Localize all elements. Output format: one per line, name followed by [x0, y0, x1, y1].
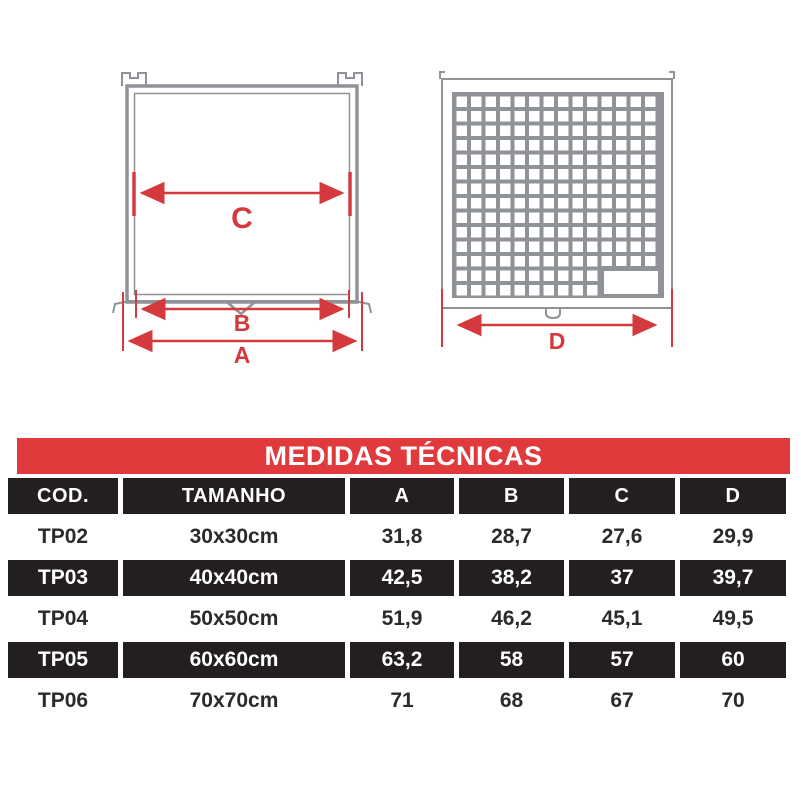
row-tp03-cod: TP03	[8, 560, 118, 596]
row-tp05-cod: TP05	[8, 642, 118, 678]
row-tp04-c: 45,1	[601, 607, 643, 630]
dimension-c: C	[132, 172, 352, 235]
dimension-d: D	[441, 289, 673, 354]
row-tp05-c: 57	[569, 642, 675, 678]
row-tp04-b: 46,2	[491, 607, 532, 630]
row-tp04-a: 51,9	[381, 607, 423, 630]
row-tp04-tamanho: 50x50cm	[189, 607, 279, 630]
row-tp02-c: 27,6	[601, 525, 643, 548]
grate-name-plate	[604, 271, 658, 294]
grate-holes	[456, 96, 660, 296]
technical-drawings: C B A	[112, 71, 675, 368]
grate-corner-tick-left	[439, 71, 445, 79]
dimension-a-label: A	[234, 342, 251, 368]
grate-outer-frame	[441, 78, 673, 309]
dimension-a: A	[122, 292, 363, 368]
row-tp05-a: 63,2	[350, 642, 454, 678]
frame-diagram: C B A	[112, 72, 372, 368]
row-tp03-d: 39,7	[680, 560, 786, 596]
row-tp06-cod: TP06	[37, 689, 89, 712]
row-tp06-tamanho: 70x70cm	[189, 689, 279, 712]
grate-bottom-notch	[545, 308, 561, 320]
frame-corner-tab-right	[337, 72, 363, 86]
dimension-b-label: B	[234, 310, 251, 336]
row-tp03-a: 42,5	[350, 560, 454, 596]
row-tp02-tamanho: 30x30cm	[189, 525, 279, 548]
row-tp06-b: 68	[499, 689, 524, 712]
col-header-a: A	[350, 478, 454, 514]
dimension-c-label: C	[231, 202, 253, 235]
row-tp02-a: 31,8	[381, 525, 423, 548]
row-tp05-b: 58	[459, 642, 564, 678]
row-tp02-b: 28,7	[491, 525, 532, 548]
row-tp04-d: 49,5	[712, 607, 754, 630]
row-tp06-a: 71	[390, 689, 414, 712]
table-title: MEDIDAS TÉCNICAS	[264, 440, 543, 471]
col-header-c: C	[569, 478, 675, 514]
col-header-cod: COD.	[8, 478, 118, 514]
dimension-d-label: D	[549, 328, 566, 354]
row-tp06-c: 67	[610, 689, 634, 712]
row-tp05-tamanho: 60x60cm	[123, 642, 345, 678]
row-tp03-tamanho: 40x40cm	[123, 560, 345, 596]
row-tp03-c: 37	[569, 560, 675, 596]
table-title-band: MEDIDAS TÉCNICAS	[17, 438, 790, 474]
row-tp03-b: 38,2	[459, 560, 564, 596]
col-header-d: D	[680, 478, 786, 514]
row-tp06-d: 70	[721, 689, 745, 712]
grate-diagram: D	[439, 71, 675, 354]
col-header-tamanho: TAMANHO	[123, 478, 345, 514]
grate-corner-tick-right	[669, 71, 675, 79]
row-tp02-cod: TP02	[37, 525, 89, 548]
col-header-b: B	[459, 478, 564, 514]
row-tp05-d: 60	[680, 642, 786, 678]
frame-corner-tab-left	[121, 72, 147, 86]
row-tp02-d: 29,9	[712, 525, 754, 548]
row-tp04-cod: TP04	[37, 607, 89, 630]
measures-table: COD. TAMANHO A B C D TP02 30x30cm 31,8 2…	[8, 478, 786, 719]
dimension-b: B	[135, 290, 350, 336]
